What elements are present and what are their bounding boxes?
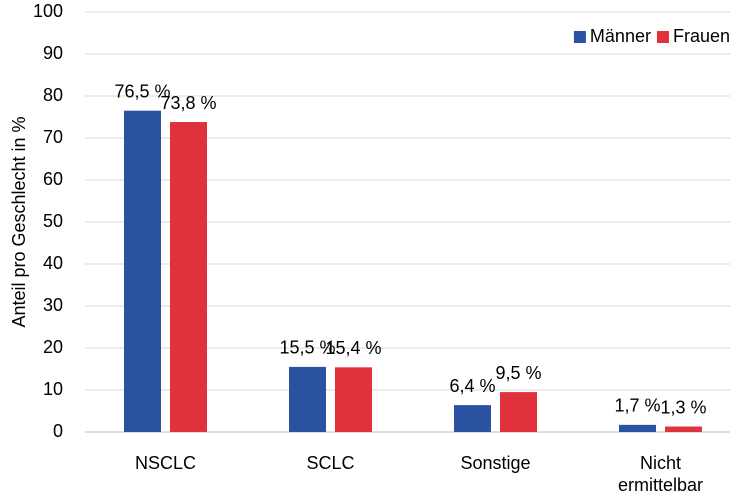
y-tick-label: 0: [53, 421, 63, 441]
legend-label: Männer: [590, 26, 651, 46]
y-tick-label: 50: [43, 211, 63, 231]
data-label: 15,5 %: [279, 338, 335, 358]
x-tick-label: Sonstige: [460, 453, 531, 473]
bar: [289, 366, 326, 432]
y-tick-label: 80: [43, 85, 63, 105]
y-tick-label: 40: [43, 253, 63, 273]
y-axis-label: Anteil pro Geschlecht in %: [9, 116, 29, 327]
data-label: 76,5 %: [114, 81, 170, 101]
legend-swatch: [573, 31, 586, 43]
data-label: 73,8 %: [160, 93, 216, 113]
legend-label: Frauen: [673, 26, 730, 46]
bar: [500, 392, 537, 432]
data-label: 9,5 %: [495, 363, 541, 383]
legend-swatch: [656, 31, 669, 43]
y-tick-label: 90: [43, 43, 63, 63]
data-label: 15,4 %: [325, 338, 381, 358]
data-label: 1,7 %: [614, 396, 660, 416]
x-tick-label: Nicht ermittelbar: [617, 453, 704, 495]
y-tick-label: 60: [43, 169, 63, 189]
x-tick-label: SCLC: [306, 453, 355, 473]
bar: [665, 426, 702, 432]
bar: [170, 122, 207, 432]
bar: [335, 367, 372, 432]
y-tick-label: 70: [43, 127, 63, 147]
y-tick-label: 20: [43, 337, 63, 357]
bar: [454, 405, 491, 432]
y-tick-label: 30: [43, 295, 63, 315]
bar: [619, 424, 656, 432]
data-label: 6,4 %: [449, 376, 495, 396]
y-tick-label: 10: [43, 379, 63, 399]
x-tick-label: NSCLC: [134, 453, 196, 473]
y-tick-label: 100: [33, 1, 63, 21]
bar: [124, 110, 161, 432]
data-label: 1,3 %: [660, 397, 706, 417]
